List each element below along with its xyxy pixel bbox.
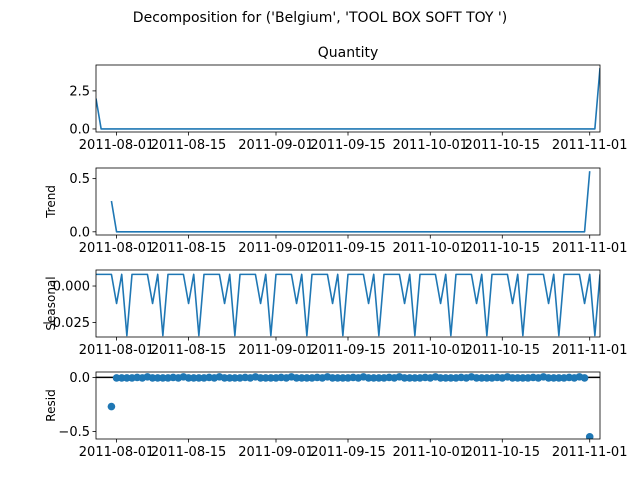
x-tick-label-seasonal-3: 2011-09-15 <box>310 343 386 358</box>
x-tick-label-seasonal-6: 2011-11-01 <box>552 343 628 358</box>
y-tick-label-seasonal-0: 0.000 <box>53 280 90 295</box>
x-tick-label-trend-0: 2011-08-01 <box>79 241 155 256</box>
x-tick-label-trend-2: 2011-09-01 <box>238 241 314 256</box>
series-line-trend <box>110 171 591 233</box>
x-tick-label-seasonal-4: 2011-10-01 <box>393 343 469 358</box>
x-tick-label-observed-3: 2011-09-15 <box>310 138 386 153</box>
x-tick-label-seasonal-2: 2011-09-01 <box>238 343 314 358</box>
x-tick-label-observed-1: 2011-08-15 <box>151 138 227 153</box>
x-tick-label-observed-5: 2011-10-15 <box>465 138 541 153</box>
series-line-seasonal <box>96 273 600 337</box>
x-tick-label-resid-4: 2011-10-01 <box>393 445 469 460</box>
plot-area-resid <box>96 373 600 439</box>
y-tick-label-trend-1: 0.5 <box>69 172 90 187</box>
y-axis-label-resid: Resid <box>44 389 58 421</box>
y-axis-label-trend: Trend <box>44 185 58 219</box>
y-tick-label-trend-0: 0.0 <box>69 225 90 240</box>
x-tick-label-trend-4: 2011-10-01 <box>393 241 469 256</box>
x-tick-label-resid-3: 2011-09-15 <box>310 445 386 460</box>
axes-frame-trend <box>95 167 601 236</box>
plot-area-observed <box>96 67 600 130</box>
x-tick-label-resid-6: 2011-11-01 <box>552 445 628 460</box>
x-tick-label-seasonal-1: 2011-08-15 <box>151 343 227 358</box>
panel-title-observed: Quantity <box>318 45 379 61</box>
x-tick-label-observed-2: 2011-09-01 <box>238 138 314 153</box>
x-tick-label-observed-6: 2011-11-01 <box>552 138 628 153</box>
y-axis-label-seasonal: Seasonal <box>44 276 58 330</box>
x-tick-label-resid-0: 2011-08-01 <box>79 445 155 460</box>
x-tick-label-resid-2: 2011-09-01 <box>238 445 314 460</box>
x-tick-label-trend-3: 2011-09-15 <box>310 241 386 256</box>
y-tick-label-seasonal-1: −0.025 <box>42 316 90 331</box>
x-tick-label-observed-0: 2011-08-01 <box>79 138 155 153</box>
y-tick-label-observed-0: 0.0 <box>69 122 90 137</box>
y-tick-label-resid-0: 0.0 <box>69 371 90 386</box>
x-tick-label-trend-1: 2011-08-15 <box>151 241 227 256</box>
x-tick-label-trend-6: 2011-11-01 <box>552 241 628 256</box>
y-tick-label-resid-1: −0.5 <box>58 425 90 440</box>
series-line-observed <box>96 67 600 130</box>
plot-area-seasonal <box>96 273 600 337</box>
y-tick-label-observed-1: 2.5 <box>69 84 90 99</box>
resid-point-2011-10-31 <box>580 374 589 382</box>
axes-frame-observed <box>95 64 601 133</box>
x-tick-label-seasonal-5: 2011-10-15 <box>465 343 541 358</box>
x-tick-label-seasonal-0: 2011-08-01 <box>79 343 155 358</box>
figure-suptitle: Decomposition for ('Belgium', 'TOOL BOX … <box>133 10 507 26</box>
x-tick-label-trend-5: 2011-10-15 <box>465 241 541 256</box>
x-tick-label-resid-5: 2011-10-15 <box>465 445 541 460</box>
x-tick-label-resid-1: 2011-08-15 <box>151 445 227 460</box>
plot-area-trend <box>110 171 591 233</box>
axes-frame-resid <box>95 371 601 440</box>
x-tick-label-observed-4: 2011-10-01 <box>393 138 469 153</box>
resid-point-2011-07-31 <box>107 402 116 411</box>
resid-point-2011-11-01 <box>585 433 594 439</box>
